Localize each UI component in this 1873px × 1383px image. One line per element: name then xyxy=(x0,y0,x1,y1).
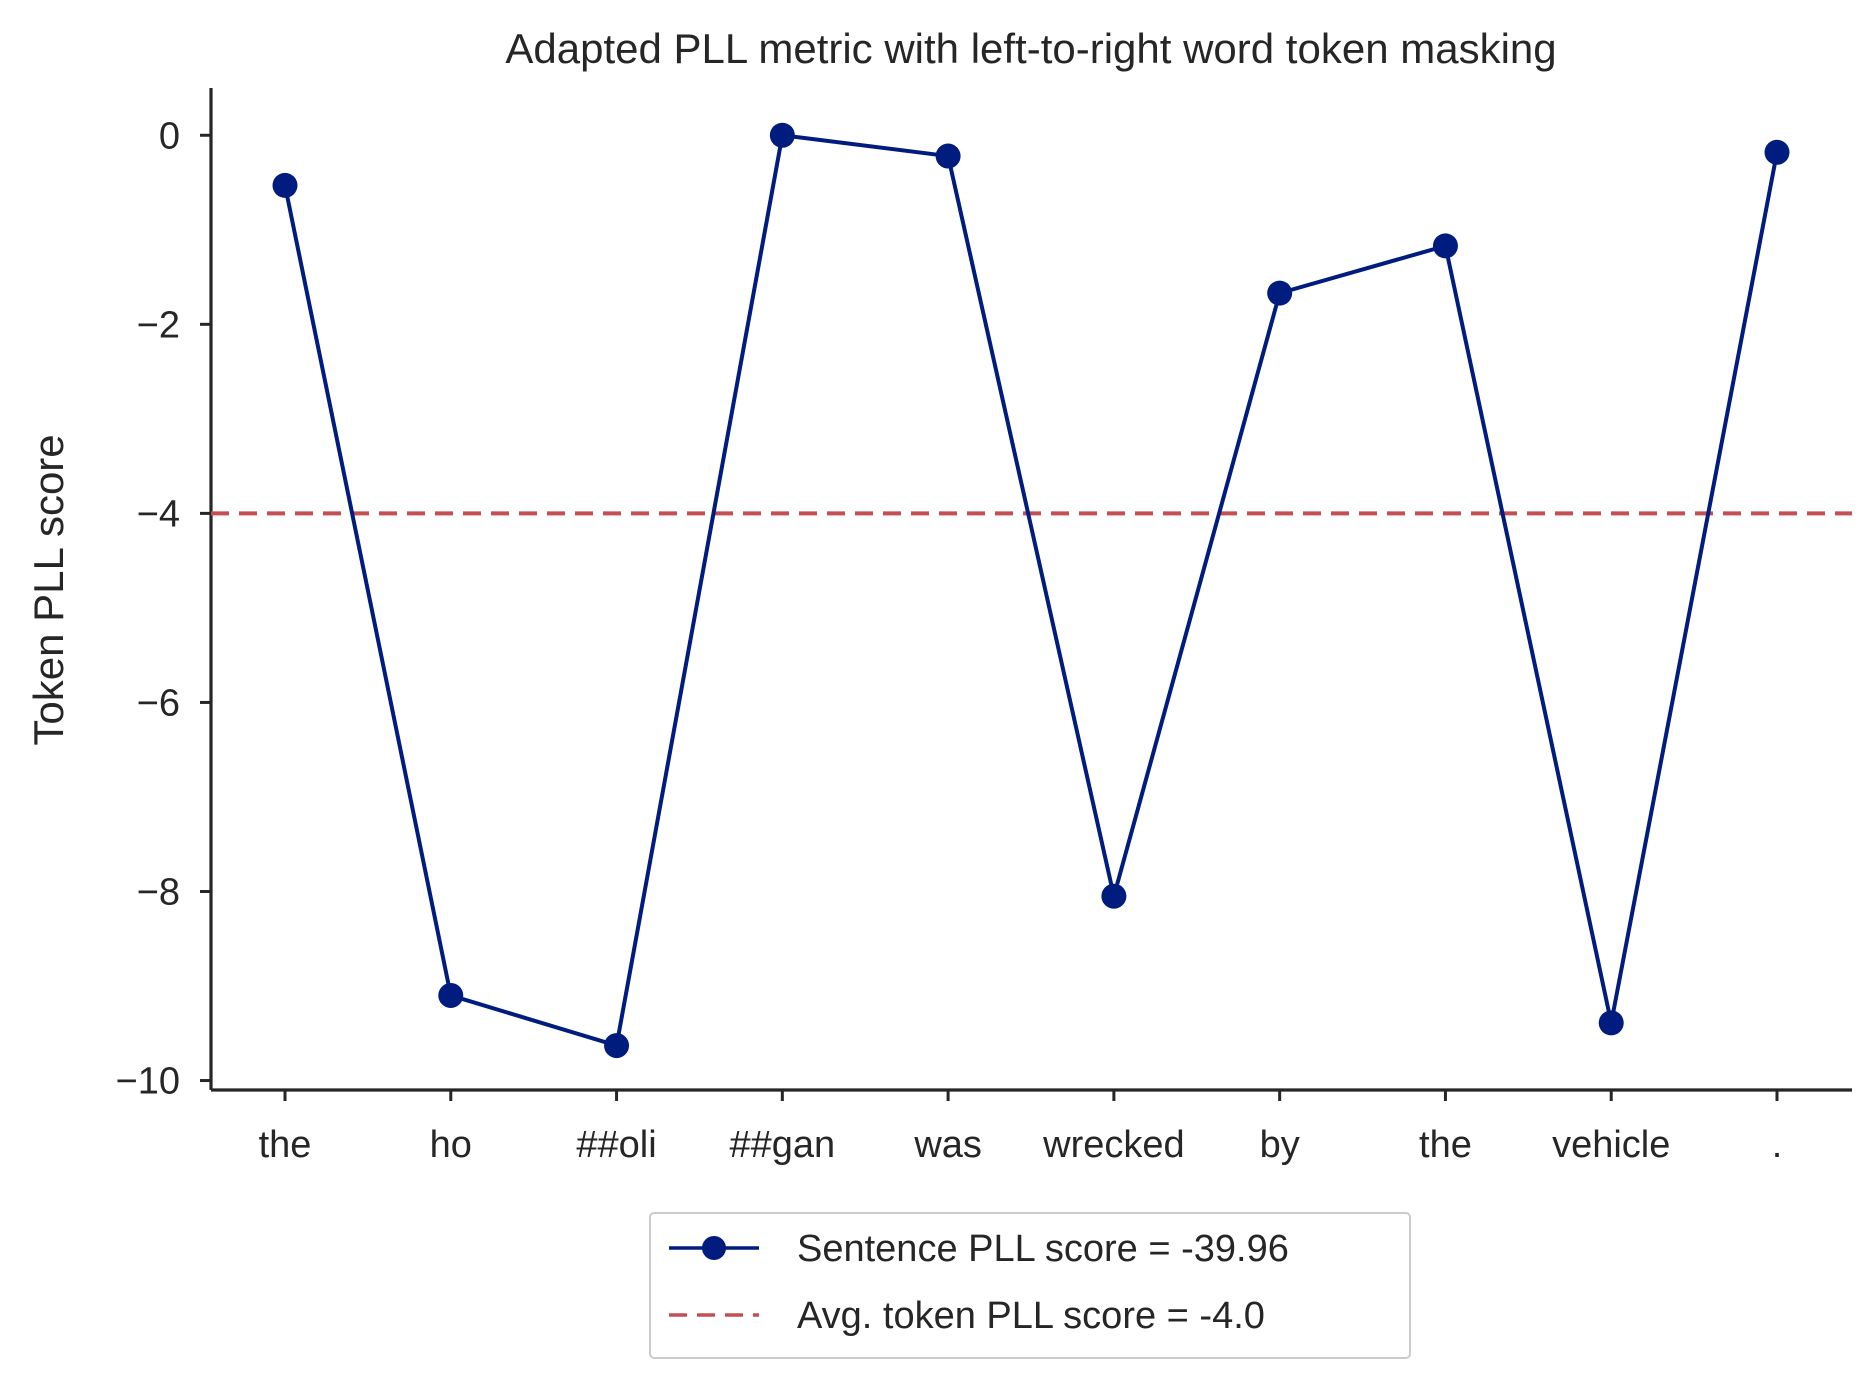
x-tick-label: vehicle xyxy=(1552,1124,1670,1166)
y-tick-label: −4 xyxy=(137,493,180,535)
y-tick-label: −10 xyxy=(116,1061,180,1103)
data-point xyxy=(1764,139,1790,165)
data-point xyxy=(272,172,298,198)
data-point xyxy=(769,122,795,148)
x-tick-label: by xyxy=(1260,1124,1300,1166)
axes xyxy=(209,88,1852,1092)
y-tick-label: 0 xyxy=(159,115,180,157)
series-lines xyxy=(283,133,1779,1048)
x-tick-label: ##gan xyxy=(729,1124,835,1166)
y-tick-label: −6 xyxy=(137,682,180,724)
legend-reference-label: Avg. token PLL score = -4.0 xyxy=(797,1295,1265,1337)
y-tick-label: −2 xyxy=(137,304,180,346)
x-tick-label: wrecked xyxy=(1042,1124,1185,1166)
data-point xyxy=(438,982,464,1008)
legend: Sentence PLL score = -39.96 Avg. token P… xyxy=(649,1212,1411,1359)
y-axis-title: Token PLL score xyxy=(25,434,72,745)
legend-box xyxy=(649,1212,1411,1359)
data-point xyxy=(935,143,961,169)
data-point xyxy=(1598,1010,1624,1036)
legend-series-label: Sentence PLL score = -39.96 xyxy=(797,1228,1289,1270)
x-tick-label: . xyxy=(1772,1124,1783,1166)
x-ticks: the ho ##oli ##gan was wrecked by the vehicle. xyxy=(259,1090,1783,1166)
x-tick-label: ##oli xyxy=(576,1124,656,1166)
x-tick-label: was xyxy=(913,1124,982,1166)
x-tick-label: ho xyxy=(430,1124,472,1166)
x-tick-label: the xyxy=(1419,1124,1472,1166)
series-points xyxy=(272,122,1790,1059)
data-point xyxy=(1101,883,1127,909)
y-tick-label: −8 xyxy=(137,871,180,913)
x-tick-label: the xyxy=(259,1124,312,1166)
data-point xyxy=(1267,280,1293,306)
data-point xyxy=(604,1033,630,1059)
y-ticks: 0 −2 −4 −6 −8 −10 xyxy=(116,115,211,1103)
data-point xyxy=(1432,233,1458,259)
chart-title: Adapted PLL metric with left-to-right wo… xyxy=(505,25,1556,72)
series-line xyxy=(283,133,1779,1048)
legend-series-marker xyxy=(702,1236,726,1260)
